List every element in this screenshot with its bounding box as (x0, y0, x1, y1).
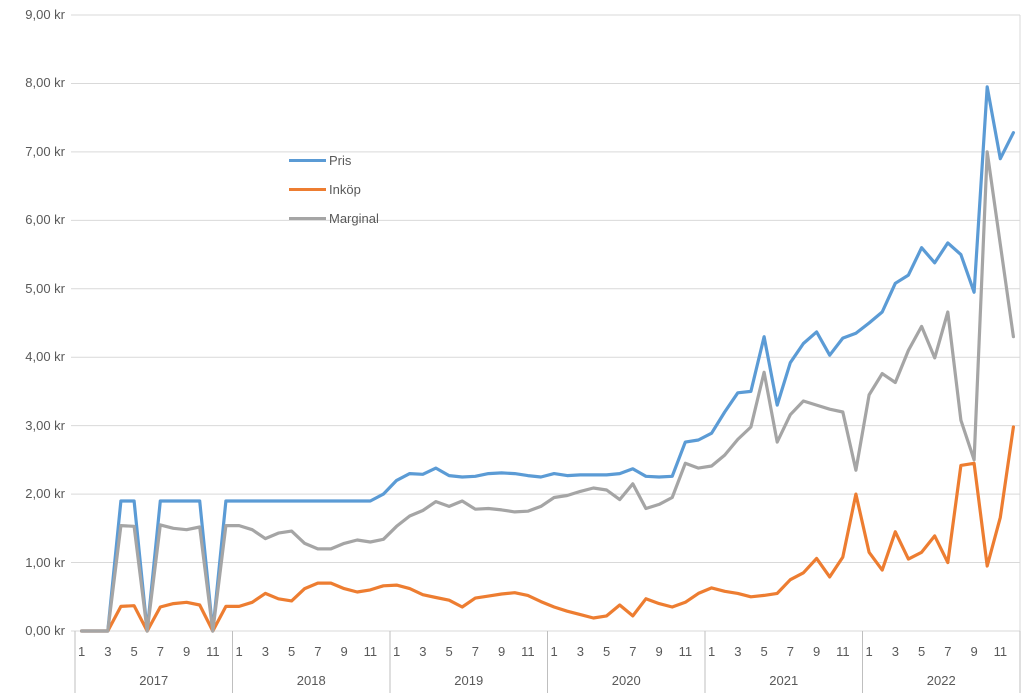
y-axis-tick-label: 9,00 kr (25, 7, 65, 22)
x-axis-month-label: 5 (287, 644, 296, 659)
y-axis-tick-label: 3,00 kr (25, 417, 65, 433)
x-axis-month-label: 9 (182, 644, 191, 659)
legend-item-pris: Pris (289, 146, 379, 175)
legend-item-marginal: Marginal (289, 204, 379, 233)
x-axis-year-label: 2020 (611, 673, 641, 688)
x-axis-month-label: 1 (392, 644, 401, 659)
series-line-inköp (79, 425, 1016, 633)
x-axis-month-label: 3 (261, 644, 269, 659)
y-axis-tick-label: 1,00 kr (25, 554, 65, 570)
x-axis-month-label: 7 (944, 644, 952, 659)
x-axis-month-label: 9 (970, 644, 978, 659)
x-axis-month-label: 1 (550, 644, 558, 659)
x-axis-month-label: 11 (206, 644, 220, 659)
legend-item-inkop: Inköp (289, 175, 379, 204)
x-axis-year-label: 2021 (769, 673, 799, 688)
x-axis-month-label: 9 (655, 644, 663, 659)
x-axis-month-label: 11 (993, 644, 1008, 659)
x-axis-year-label: 2017 (139, 673, 169, 688)
x-axis-month-label: 3 (419, 644, 427, 659)
x-axis-month-label: 3 (734, 644, 742, 659)
legend-label-marginal: Marginal (329, 211, 379, 226)
x-axis-year-label: 2018 (296, 673, 326, 688)
legend-label-pris: Pris (329, 153, 352, 168)
x-axis-month-label: 11 (836, 644, 850, 659)
x-axis-month-label: 7 (156, 644, 164, 659)
x-axis-month-label: 7 (471, 644, 479, 659)
x-axis-month-label: 1 (707, 644, 716, 659)
x-axis-month-label: 1 (865, 644, 873, 659)
series-line-pris (79, 85, 1016, 633)
y-axis-tick-label: 0,00 kr (25, 623, 65, 638)
x-axis-month-label: 9 (497, 644, 506, 659)
y-axis-tick-label: 5,00 kr (25, 280, 65, 296)
x-axis-year-label: 2022 (926, 673, 956, 688)
x-axis-month-label: 7 (314, 644, 322, 659)
x-axis-month-label: 7 (786, 644, 794, 659)
x-axis-month-label: 3 (576, 644, 584, 659)
x-axis-month-label: 11 (678, 644, 693, 659)
inkop-line-swatch (289, 188, 326, 191)
x-axis-month-label: 9 (340, 644, 348, 659)
legend-label-inkop: Inköp (329, 182, 361, 197)
x-axis-month-label: 5 (917, 644, 926, 659)
x-axis-month-label: 7 (629, 644, 637, 659)
y-axis-tick-label: 2,00 kr (25, 486, 65, 502)
x-axis-month-label: 5 (445, 644, 453, 659)
marginal-line-swatch (289, 217, 326, 220)
x-axis-month-label: 11 (363, 644, 378, 659)
x-axis-month-label: 9 (812, 644, 821, 659)
y-axis-tick-label: 7,00 kr (25, 143, 65, 159)
y-axis-tick-label: 8,00 kr (25, 75, 65, 91)
series-line-marginal (79, 150, 1016, 633)
y-axis-tick-label: 6,00 kr (25, 212, 65, 228)
x-axis-month-label: 3 (891, 644, 899, 659)
x-axis-year-label: 2019 (454, 673, 484, 688)
x-axis-month-label: 1 (235, 644, 243, 659)
x-axis-month-label: 5 (602, 644, 611, 659)
x-axis-month-label: 3 (104, 644, 112, 659)
x-axis-month-label: 5 (760, 644, 768, 659)
pris-line-swatch (289, 159, 326, 162)
x-axis-month-label: 1 (77, 644, 86, 659)
y-axis-tick-label: 4,00 kr (25, 349, 65, 365)
legend: Pris Inköp Marginal (289, 146, 379, 233)
x-axis-month-label: 5 (130, 644, 138, 659)
x-axis-month-label: 11 (521, 644, 535, 659)
